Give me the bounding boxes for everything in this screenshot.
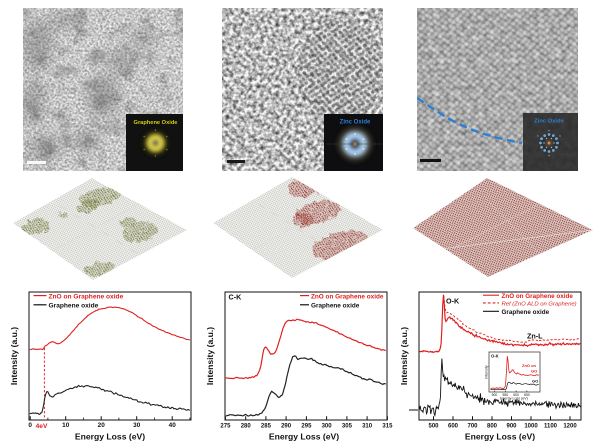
svg-text:Zinc Oxide: Zinc Oxide [534,119,564,125]
svg-text:1100: 1100 [544,424,558,430]
svg-text:Energy Loss (eV): Energy Loss (eV) [465,432,535,442]
svg-text:900: 900 [506,424,517,430]
svg-text:40: 40 [169,422,177,429]
svg-text:650: 650 [524,393,530,397]
svg-text:500: 500 [492,393,498,397]
svg-text:O-K: O-K [491,354,499,359]
svg-text:Energy Loss (eV): Energy Loss (eV) [500,397,528,401]
svg-text:ZnO on: ZnO on [522,363,537,368]
svg-text:700: 700 [467,424,478,430]
svg-text:Graphene oxide: Graphene oxide [49,303,99,310]
svg-text:305: 305 [342,424,353,430]
svg-text:295: 295 [301,424,312,430]
svg-text:275: 275 [220,424,231,430]
svg-text:Ref (ZnO ALD on Graphene): Ref (ZnO ALD on Graphene) [502,301,577,307]
svg-text:Graphene oxide: Graphene oxide [311,303,360,310]
svg-text:550: 550 [502,393,508,397]
svg-text:Graphene Oxide: Graphene Oxide [134,120,178,126]
svg-text:Energy Loss (eV): Energy Loss (eV) [269,432,339,442]
svg-text:600: 600 [513,393,519,397]
svg-text:500: 500 [428,424,439,430]
svg-text:Graphene oxide: Graphene oxide [502,309,550,316]
svg-text:Energy Loss (eV): Energy Loss (eV) [75,432,145,442]
svg-text:4eV: 4eV [36,423,48,430]
svg-text:285: 285 [261,424,272,430]
svg-text:800: 800 [487,424,498,430]
svg-text:ZnO on Graphene oxide: ZnO on Graphene oxide [502,293,574,300]
svg-text:Intensity (a.u.): Intensity (a.u.) [399,327,409,385]
svg-text:30: 30 [133,422,141,429]
svg-text:1200: 1200 [563,424,577,430]
svg-text:O-K: O-K [446,297,460,306]
svg-text:300: 300 [322,424,333,430]
svg-text:Intensity (a.u.): Intensity (a.u.) [205,327,215,385]
svg-text:GO: GO [531,369,537,374]
svg-text:20: 20 [98,422,106,429]
svg-text:600: 600 [448,424,459,430]
svg-text:C-K: C-K [229,293,243,302]
svg-text:280: 280 [241,424,252,430]
svg-text:Zinc Oxide: Zinc Oxide [340,120,371,126]
svg-text:ZnO on Graphene oxide: ZnO on Graphene oxide [311,293,384,300]
svg-text:Zn-L: Zn-L [527,332,543,341]
svg-text:ZnO on Graphene oxide: ZnO on Graphene oxide [49,293,124,300]
svg-text:0: 0 [28,422,32,429]
svg-text:Intensity (a.u.): Intensity (a.u.) [9,327,19,385]
svg-text:315: 315 [382,424,393,430]
svg-text:Intensity: Intensity [485,365,489,379]
svg-text:1000: 1000 [524,424,538,430]
svg-text:10: 10 [62,422,70,429]
svg-text:290: 290 [281,424,292,430]
svg-text:310: 310 [362,424,373,430]
svg-text:GO: GO [532,379,538,384]
